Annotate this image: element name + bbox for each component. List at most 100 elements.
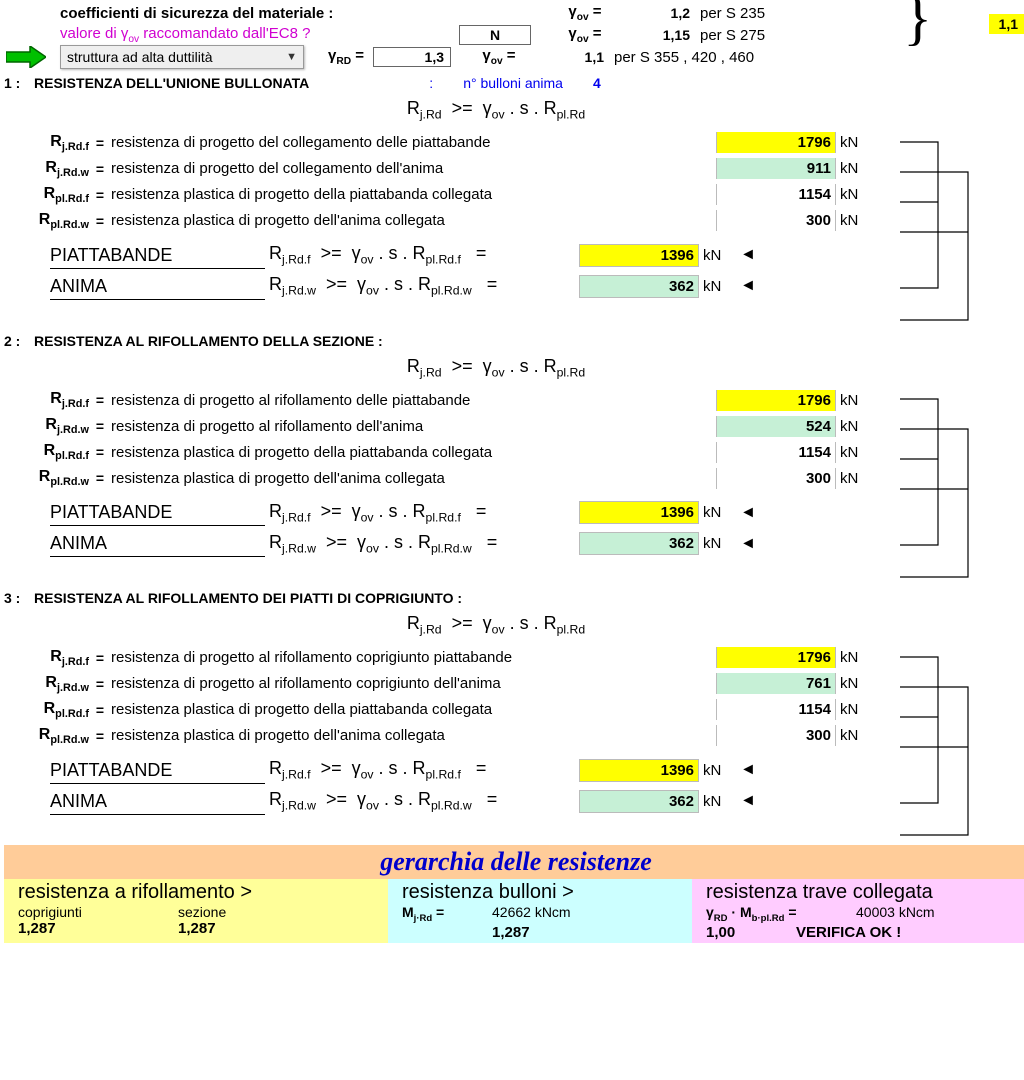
arrow-left-icon: ◄ — [735, 246, 761, 264]
unit: kN — [699, 278, 735, 295]
group-formula: Rj.Rd.w >= γov . s . Rpl.Rd.w = — [265, 274, 579, 298]
ductility-dropdown[interactable]: struttura ad alta duttilità ▼ — [60, 45, 304, 69]
brace-icon: } — [903, 8, 932, 28]
var-label: Rpl.Rd.w — [4, 211, 89, 231]
var-desc: resistenza di progetto al rifollamento c… — [111, 649, 716, 666]
var-label: Rpl.Rd.f — [4, 185, 89, 205]
var-label: Rpl.Rd.w — [4, 468, 89, 488]
gamma-ov-result: 1,1 — [989, 14, 1024, 34]
footer-hierarchy: gerarchia delle resistenze resistenza a … — [4, 845, 1024, 943]
unit: kN — [836, 418, 872, 435]
section-formula: Rj.Rd >= γov . s . Rpl.Rd — [0, 94, 1024, 128]
unit: kN — [699, 762, 735, 779]
group-value: 362 — [579, 275, 699, 298]
unit: kN — [836, 470, 872, 487]
gamma-ov-desc-2: per S 355 , 420 , 460 — [604, 49, 824, 66]
var-desc: resistenza plastica di progetto dell'ani… — [111, 212, 716, 229]
var-label: Rpl.Rd.w — [4, 726, 89, 746]
gamma-ov-val-1: 1,15 — [630, 27, 690, 43]
group-formula: Rj.Rd.f >= γov . s . Rpl.Rd.f = — [265, 758, 579, 782]
footer-title: gerarchia delle resistenze — [4, 845, 1024, 879]
equals: = — [89, 187, 111, 203]
extra-label: n° bulloni anima — [463, 75, 563, 91]
var-label: Rj.Rd.f — [4, 390, 89, 410]
gamma-ov-val-0: 1,2 — [630, 5, 690, 21]
gamma-ov-sym: γov = — [540, 25, 630, 45]
n-input[interactable]: N — [459, 25, 531, 45]
unit: kN — [836, 727, 872, 744]
unit: kN — [836, 649, 872, 666]
chevron-down-icon: ▼ — [286, 51, 297, 63]
group-label: PIATTABANDE — [50, 499, 265, 526]
section-formula: Rj.Rd >= γov . s . Rpl.Rd — [0, 352, 1024, 386]
var-label: Rpl.Rd.f — [4, 442, 89, 462]
section-title: RESISTENZA AL RIFOLLAMENTO DELLA SEZIONE… — [34, 333, 383, 349]
group-formula: Rj.Rd.f >= γov . s . Rpl.Rd.f = — [265, 501, 579, 525]
group-label: ANIMA — [50, 273, 265, 300]
value-cell: 761 — [716, 673, 836, 694]
var-desc: resistenza di progetto del collegamento … — [111, 160, 716, 177]
var-label: Rj.Rd.w — [4, 416, 89, 436]
equals: = — [89, 418, 111, 434]
equals: = — [89, 444, 111, 460]
var-desc: resistenza plastica di progetto dell'ani… — [111, 727, 716, 744]
equals: = — [89, 728, 111, 744]
arrow-left-icon: ◄ — [735, 761, 761, 779]
arrow-icon — [6, 46, 46, 68]
ec8-question: valore di γov raccomandato dall'EC8 ? — [4, 25, 450, 45]
unit: kN — [836, 186, 872, 203]
section-formula: Rj.Rd >= γov . s . Rpl.Rd — [0, 609, 1024, 643]
group-formula: Rj.Rd.f >= γov . s . Rpl.Rd.f = — [265, 243, 579, 267]
var-desc: resistenza plastica di progetto della pi… — [111, 444, 716, 461]
group-formula: Rj.Rd.w >= γov . s . Rpl.Rd.w = — [265, 532, 579, 556]
var-desc: resistenza di progetto al rifollamento d… — [111, 392, 716, 409]
col1-title: resistenza a rifollamento > — [18, 881, 378, 904]
value-cell: 1154 — [716, 184, 836, 205]
unit: kN — [836, 444, 872, 461]
var-desc: resistenza di progetto al rifollamento c… — [111, 675, 716, 692]
dropdown-value: struttura ad alta duttilità — [67, 49, 213, 65]
section-title: RESISTENZA AL RIFOLLAMENTO DEI PIATTI DI… — [34, 590, 462, 606]
arrow-left-icon: ◄ — [735, 535, 761, 553]
var-label: Rj.Rd.w — [4, 674, 89, 694]
group-value: 1396 — [579, 244, 699, 267]
section-number: 2 : — [4, 333, 34, 349]
var-desc: resistenza plastica di progetto dell'ani… — [111, 470, 716, 487]
value-cell: 524 — [716, 416, 836, 437]
group-value: 362 — [579, 790, 699, 813]
value-cell: 300 — [716, 210, 836, 231]
equals: = — [89, 650, 111, 666]
unit: kN — [836, 701, 872, 718]
col3-title: resistenza trave collegata — [706, 881, 1018, 904]
gamma-rd-label: γRD = — [304, 47, 364, 67]
unit: kN — [699, 535, 735, 552]
footer-col-bulloni: resistenza bulloni > Mj·Rd =42662 kNcm 1… — [388, 879, 692, 943]
gamma-ov-desc-1: per S 275 — [690, 27, 910, 44]
group-formula: Rj.Rd.w >= γov . s . Rpl.Rd.w = — [265, 789, 579, 813]
equals: = — [89, 470, 111, 486]
arrow-left-icon: ◄ — [735, 792, 761, 810]
gamma-rd-input[interactable]: 1,3 — [373, 47, 451, 67]
equals: = — [89, 392, 111, 408]
unit: kN — [836, 392, 872, 409]
group-label: PIATTABANDE — [50, 757, 265, 784]
arrow-left-icon: ◄ — [735, 277, 761, 295]
section-number: 1 : — [4, 75, 34, 91]
var-label: Rj.Rd.f — [4, 648, 89, 668]
var-label: Rpl.Rd.f — [4, 700, 89, 720]
coef-label: coefficienti di sicurezza del materiale … — [4, 5, 450, 22]
footer-col-rifollamento: resistenza a rifollamento > coprigiuntis… — [4, 879, 388, 943]
var-desc: resistenza di progetto al rifollamento d… — [111, 418, 716, 435]
gamma-ov-desc-0: per S 235 — [690, 5, 910, 22]
var-desc: resistenza plastica di progetto della pi… — [111, 701, 716, 718]
group-label: PIATTABANDE — [50, 242, 265, 269]
equals: = — [89, 135, 111, 151]
unit: kN — [699, 793, 735, 810]
group-label: ANIMA — [50, 788, 265, 815]
group-value: 1396 — [579, 501, 699, 524]
var-label: Rj.Rd.f — [4, 133, 89, 153]
extra-val: 4 — [593, 75, 601, 91]
value-cell: 911 — [716, 158, 836, 179]
section-number: 3 : — [4, 590, 34, 606]
unit: kN — [699, 504, 735, 521]
